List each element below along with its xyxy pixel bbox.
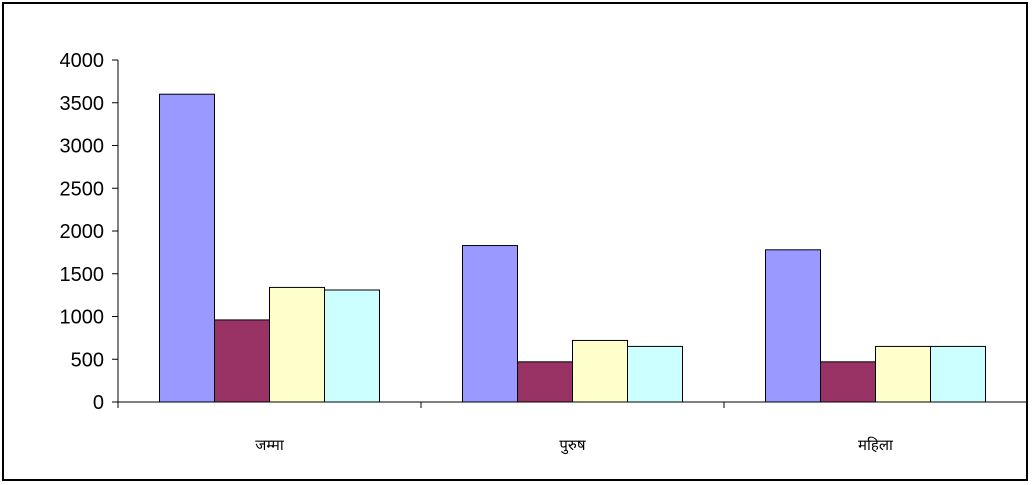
bar bbox=[765, 249, 821, 403]
x-category-label: पुरुष bbox=[559, 436, 585, 455]
bar bbox=[324, 289, 380, 403]
bar bbox=[627, 345, 683, 403]
bar bbox=[820, 361, 876, 403]
bar bbox=[875, 345, 931, 403]
bar bbox=[269, 286, 325, 403]
bar bbox=[517, 361, 573, 403]
y-tick-label: 3000 bbox=[60, 136, 105, 158]
bar bbox=[462, 245, 518, 403]
y-tick-label: 3500 bbox=[60, 93, 105, 115]
y-tick-label: 2500 bbox=[60, 178, 105, 200]
x-axis: जम्मा पुरुष महिला bbox=[117, 401, 1028, 455]
x-category-label: जम्मा bbox=[255, 436, 285, 454]
bar bbox=[159, 93, 215, 403]
x-category-label: महिला bbox=[858, 436, 894, 454]
bar bbox=[930, 345, 986, 403]
y-tick-label: 0 bbox=[93, 392, 104, 414]
y-axis: 0 500 1000 1500 2000 2500 3000 3500 4000 bbox=[60, 50, 119, 414]
bar bbox=[572, 339, 628, 403]
y-tick-label: 1000 bbox=[60, 307, 105, 329]
y-tick-label: 1500 bbox=[60, 264, 105, 286]
y-tick-label: 500 bbox=[71, 349, 104, 371]
y-tick-label: 4000 bbox=[60, 50, 105, 72]
y-tick-label: 2000 bbox=[60, 221, 105, 243]
bar bbox=[214, 319, 270, 403]
bars bbox=[159, 93, 986, 403]
